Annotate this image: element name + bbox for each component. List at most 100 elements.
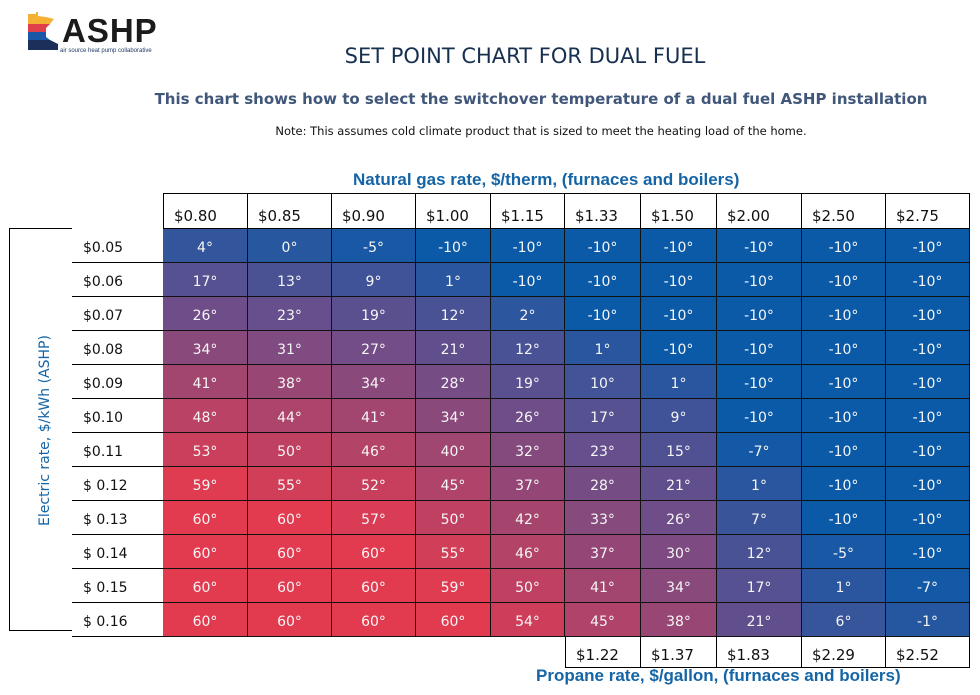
propane-rate-column-footer: $2.52 [886, 636, 970, 668]
setpoint-cell: 15° [641, 433, 717, 467]
setpoint-cell: 57° [332, 501, 416, 535]
setpoint-cell: 60° [163, 535, 248, 569]
setpoint-cell: 1° [802, 569, 886, 603]
setpoint-cell: -10° [886, 263, 970, 297]
electric-rate-row-label: $0.07 [72, 297, 164, 331]
gas-rate-column-header: $1.33 [565, 193, 641, 229]
setpoint-cell: -10° [565, 229, 641, 263]
setpoint-cell: 60° [248, 501, 332, 535]
setpoint-cell: -10° [641, 331, 717, 365]
electric-rate-row-label: $0.11 [72, 433, 164, 467]
setpoint-cell: 60° [163, 501, 248, 535]
setpoint-cell: -1° [886, 603, 970, 637]
setpoint-cell: -10° [802, 331, 886, 365]
gas-rate-column-header: $0.90 [332, 193, 416, 229]
propane-rate-column-footer: $2.29 [802, 636, 886, 668]
setpoint-cell: 23° [565, 433, 641, 467]
setpoint-cell: 27° [332, 331, 416, 365]
setpoint-cell: 50° [248, 433, 332, 467]
setpoint-cell: 28° [565, 467, 641, 501]
setpoint-cell: -10° [886, 467, 970, 501]
gas-rate-column-header: $2.50 [802, 193, 886, 229]
gas-rate-column-header: $2.00 [717, 193, 802, 229]
setpoint-cell: -10° [717, 229, 802, 263]
setpoint-cell: 34° [332, 365, 416, 399]
setpoint-cell: 0° [248, 229, 332, 263]
setpoint-cell: 38° [248, 365, 332, 399]
electric-rate-row-label: $0.08 [72, 331, 164, 365]
setpoint-cell: -10° [641, 297, 717, 331]
setpoint-cell: 60° [332, 535, 416, 569]
setpoint-cell: -10° [886, 365, 970, 399]
electric-rate-row-label: $0.05 [72, 229, 164, 263]
setpoint-cell: -10° [802, 467, 886, 501]
setpoint-cell: 1° [416, 263, 491, 297]
setpoint-cell: -10° [802, 501, 886, 535]
setpoint-cell: 60° [332, 569, 416, 603]
setpoint-cell: 60° [416, 603, 491, 637]
setpoint-cell: 53° [163, 433, 248, 467]
logo-subtext: air source heat pump collaborative [60, 48, 152, 54]
electric-rate-row-label: $ 0.15 [72, 569, 164, 603]
setpoint-cell: -5° [332, 229, 416, 263]
setpoint-cell: 41° [163, 365, 248, 399]
setpoint-cell: 30° [641, 535, 717, 569]
setpoint-cell: 23° [248, 297, 332, 331]
gas-rate-column-header: $1.15 [491, 193, 565, 229]
setpoint-cell: 17° [163, 263, 248, 297]
electric-rate-axis-box: Electric rate, $/kWh (ASHP) [9, 228, 72, 631]
electric-rate-row-label: $ 0.12 [72, 467, 164, 501]
setpoint-cell: -10° [802, 399, 886, 433]
setpoint-cell: -10° [886, 433, 970, 467]
setpoint-cell: 12° [491, 331, 565, 365]
setpoint-cell: 1° [641, 365, 717, 399]
setpoint-cell: -10° [565, 263, 641, 297]
setpoint-cell: 60° [332, 603, 416, 637]
setpoint-cell: 12° [717, 535, 802, 569]
setpoint-cell: 59° [416, 569, 491, 603]
setpoint-cell: 12° [416, 297, 491, 331]
setpoint-cell: 38° [641, 603, 717, 637]
electric-rate-row-label: $0.10 [72, 399, 164, 433]
setpoint-cell: -10° [565, 297, 641, 331]
setpoint-cell: 6° [802, 603, 886, 637]
setpoint-cell: 9° [641, 399, 717, 433]
setpoint-cell: 46° [491, 535, 565, 569]
setpoint-cell: 60° [163, 569, 248, 603]
setpoint-cell: 10° [565, 365, 641, 399]
page-title: SET POINT CHART FOR DUAL FUEL [344, 44, 706, 68]
setpoint-cell: 2° [491, 297, 565, 331]
gas-rate-column-header: $0.80 [163, 193, 248, 229]
propane-rate-column-footer: $1.83 [717, 636, 802, 668]
setpoint-cell: 21° [717, 603, 802, 637]
propane-rate-column-footer: $1.22 [565, 636, 641, 668]
propane-rate-axis-label: Propane rate, $/gallon, (furnaces and bo… [536, 666, 901, 685]
setpoint-cell: -10° [886, 501, 970, 535]
setpoint-cell: -10° [886, 297, 970, 331]
setpoint-cell: -5° [802, 535, 886, 569]
setpoint-cell: 13° [248, 263, 332, 297]
setpoint-cell: -10° [886, 331, 970, 365]
setpoint-cell: 60° [248, 535, 332, 569]
setpoint-cell: 9° [332, 263, 416, 297]
setpoint-cell: -10° [886, 535, 970, 569]
setpoint-cell: 40° [416, 433, 491, 467]
setpoint-cell: 55° [248, 467, 332, 501]
setpoint-cell: 28° [416, 365, 491, 399]
gas-rate-column-header: $2.75 [886, 193, 970, 229]
gas-rate-column-header: $1.50 [641, 193, 717, 229]
setpoint-cell: 59° [163, 467, 248, 501]
ashp-logo: ASHP air source heat pump collaborative [24, 12, 164, 58]
setpoint-cell: 50° [491, 569, 565, 603]
setpoint-cell: 31° [248, 331, 332, 365]
setpoint-cell: 37° [565, 535, 641, 569]
setpoint-cell: -10° [416, 229, 491, 263]
setpoint-cell: 41° [332, 399, 416, 433]
minnesota-map-icon [28, 12, 58, 50]
setpoint-cell: 17° [717, 569, 802, 603]
setpoint-cell: -7° [886, 569, 970, 603]
setpoint-cell: 34° [163, 331, 248, 365]
setpoint-cell: 42° [491, 501, 565, 535]
setpoint-cell: -10° [641, 229, 717, 263]
setpoint-cell: 21° [641, 467, 717, 501]
